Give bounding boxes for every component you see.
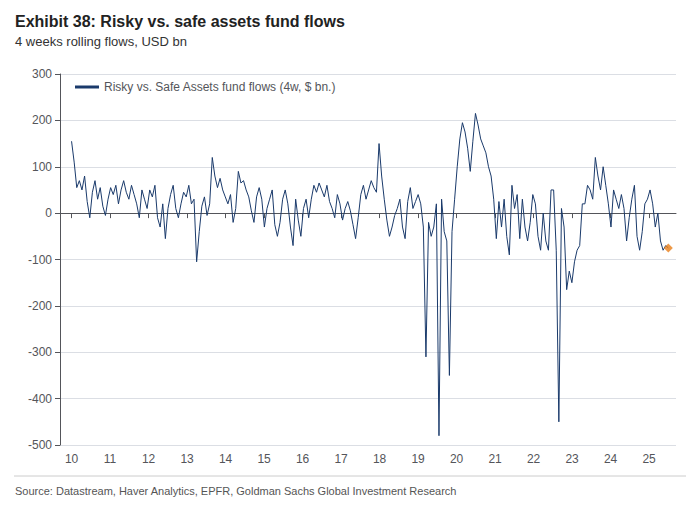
svg-text:300: 300 (32, 67, 52, 81)
svg-text:10: 10 (65, 452, 79, 466)
svg-text:15: 15 (257, 452, 271, 466)
svg-text:23: 23 (565, 452, 579, 466)
svg-text:200: 200 (32, 113, 52, 127)
svg-text:25: 25 (642, 452, 656, 466)
svg-text:12: 12 (142, 452, 156, 466)
svg-text:17: 17 (334, 452, 348, 466)
svg-text:Source: Datastream, Haver Anal: Source: Datastream, Haver Analytics, EPF… (15, 485, 456, 497)
svg-text:Exhibit 38: Risky vs. safe ass: Exhibit 38: Risky vs. safe assets fund f… (15, 13, 345, 30)
svg-text:16: 16 (296, 452, 310, 466)
svg-text:0: 0 (45, 206, 52, 220)
svg-text:13: 13 (180, 452, 194, 466)
svg-text:4 weeks rolling flows, USD bn: 4 weeks rolling flows, USD bn (15, 34, 187, 49)
svg-text:-300: -300 (28, 345, 52, 359)
svg-text:14: 14 (219, 452, 233, 466)
svg-text:Risky vs. Safe Assets fund flo: Risky vs. Safe Assets fund flows (4w, $ … (104, 80, 335, 94)
svg-text:-200: -200 (28, 299, 52, 313)
svg-text:19: 19 (411, 452, 425, 466)
svg-text:22: 22 (527, 452, 541, 466)
svg-text:24: 24 (604, 452, 618, 466)
svg-text:-500: -500 (28, 438, 52, 452)
svg-text:18: 18 (373, 452, 387, 466)
svg-text:-400: -400 (28, 392, 52, 406)
svg-text:20: 20 (450, 452, 464, 466)
svg-text:11: 11 (104, 452, 117, 466)
svg-text:21: 21 (488, 452, 502, 466)
svg-text:100: 100 (32, 160, 52, 174)
svg-text:-100: -100 (28, 253, 52, 267)
